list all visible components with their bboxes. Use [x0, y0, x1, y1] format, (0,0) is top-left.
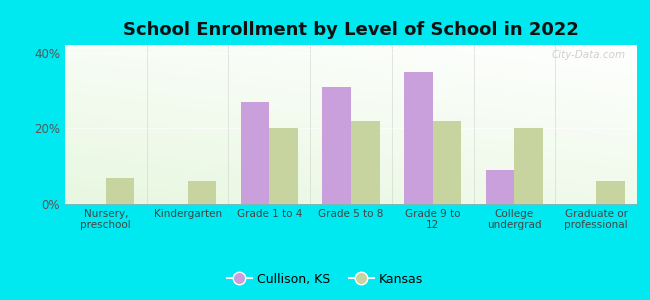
- Bar: [514, 128, 543, 204]
- Text: School Enrollment by Level of School in 2022: School Enrollment by Level of School in …: [123, 21, 579, 39]
- Bar: [486, 170, 514, 204]
- Bar: [433, 121, 462, 204]
- Bar: [188, 181, 216, 204]
- Bar: [322, 87, 351, 204]
- Bar: [269, 128, 298, 204]
- Bar: [106, 178, 135, 204]
- Legend: Cullison, KS, Kansas: Cullison, KS, Kansas: [222, 268, 428, 291]
- Bar: [404, 71, 433, 204]
- Text: City-Data.com: City-Data.com: [551, 50, 625, 60]
- Bar: [240, 102, 269, 204]
- Bar: [596, 181, 625, 204]
- Bar: [351, 121, 380, 204]
